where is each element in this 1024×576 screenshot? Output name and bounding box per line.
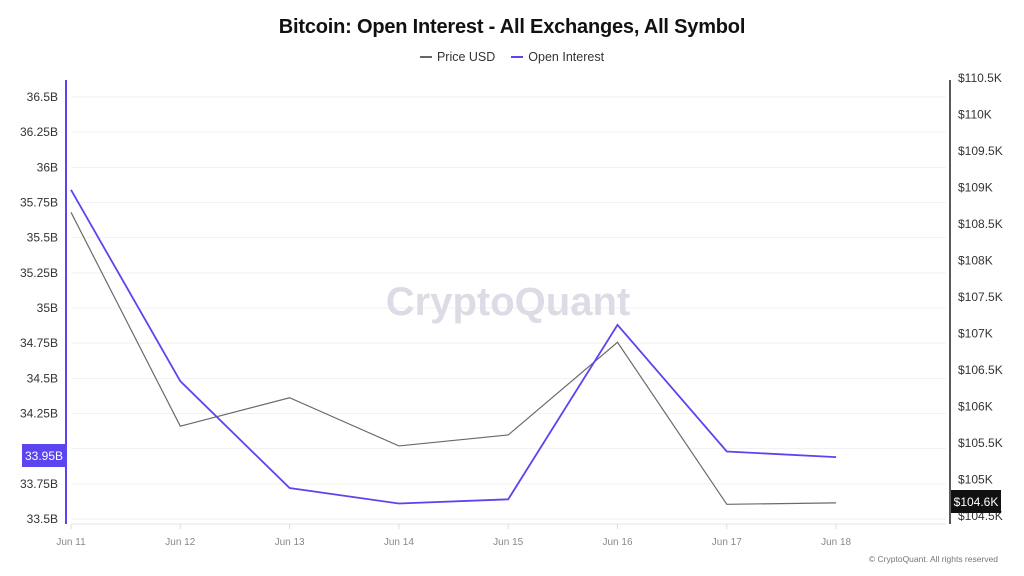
- svg-text:$107.5K: $107.5K: [958, 290, 1003, 304]
- svg-text:34.75B: 34.75B: [20, 336, 58, 350]
- svg-text:Jun 11: Jun 11: [56, 537, 86, 548]
- svg-text:Jun 15: Jun 15: [493, 537, 523, 548]
- legend-label-open-interest: Open Interest: [528, 50, 605, 64]
- svg-text:35.5B: 35.5B: [27, 231, 58, 245]
- svg-text:$106K: $106K: [958, 400, 993, 414]
- gridlines: [71, 96, 946, 520]
- legend: Price USD Open Interest: [0, 50, 1024, 64]
- svg-text:35.25B: 35.25B: [20, 266, 58, 280]
- open-interest-line-swatch-icon: [511, 56, 524, 58]
- svg-text:Jun 13: Jun 13: [275, 537, 305, 548]
- svg-text:$106.5K: $106.5K: [958, 363, 1003, 377]
- svg-text:36.5B: 36.5B: [27, 90, 58, 104]
- svg-text:33.75B: 33.75B: [20, 477, 58, 491]
- svg-text:Jun 16: Jun 16: [602, 537, 632, 548]
- svg-text:33.95B: 33.95B: [25, 449, 63, 463]
- svg-text:35.75B: 35.75B: [20, 196, 58, 210]
- svg-text:36.25B: 36.25B: [20, 125, 58, 139]
- right-axis-ticks: $110.5K $110K $109.5K $109K $108.5K $108K $107…: [958, 71, 1003, 523]
- watermark: CryptoQuant: [386, 280, 630, 324]
- left-axis-ticks: 36.5B 36.25B 36B 35.75B 35.5B 35.25B 35B 34.75B…: [20, 90, 58, 526]
- x-axis-ticks: Jun 11 Jun 12 Jun 13 Jun 14 Jun 15 Jun 16 Jun …: [56, 524, 852, 548]
- svg-text:$107K: $107K: [958, 327, 993, 341]
- chart-title: Bitcoin: Open Interest - All Exchanges, …: [278, 16, 746, 38]
- right-axis-current-value-badge: $104.6K: [951, 490, 1001, 513]
- svg-text:$109K: $109K: [958, 181, 993, 195]
- legend-label-price: Price USD: [436, 50, 496, 64]
- svg-text:$105K: $105K: [958, 473, 993, 487]
- svg-text:Jun 18: Jun 18: [821, 537, 851, 548]
- svg-text:$109.5K: $109.5K: [958, 144, 1003, 158]
- price-line-swatch-icon: [419, 56, 432, 58]
- svg-text:$105.5K: $105.5K: [958, 436, 1003, 450]
- legend-item-price[interactable]: Price USD: [419, 50, 496, 64]
- svg-text:Jun 17: Jun 17: [712, 537, 742, 548]
- open-interest-line[interactable]: [70, 189, 837, 505]
- svg-text:$110.5K: $110.5K: [958, 71, 1002, 85]
- svg-text:$108K: $108K: [958, 254, 993, 268]
- copyright-footer: © CryptoQuant. All rights reserved: [868, 554, 998, 564]
- svg-text:Jun 14: Jun 14: [384, 537, 414, 548]
- svg-text:$104.6K: $104.6K: [954, 495, 999, 509]
- svg-text:33.5B: 33.5B: [27, 512, 58, 526]
- svg-text:$110K: $110K: [958, 108, 992, 122]
- svg-text:34.5B: 34.5B: [27, 371, 58, 385]
- left-axis-current-value-badge: 33.95B: [22, 444, 66, 467]
- svg-text:36B: 36B: [37, 160, 58, 174]
- svg-text:Jun 12: Jun 12: [165, 537, 195, 548]
- svg-text:$108.5K: $108.5K: [958, 217, 1003, 231]
- price-usd-line[interactable]: [70, 212, 837, 505]
- svg-text:34.25B: 34.25B: [20, 407, 58, 421]
- svg-text:35B: 35B: [37, 301, 58, 315]
- legend-item-open-interest[interactable]: Open Interest: [511, 50, 604, 64]
